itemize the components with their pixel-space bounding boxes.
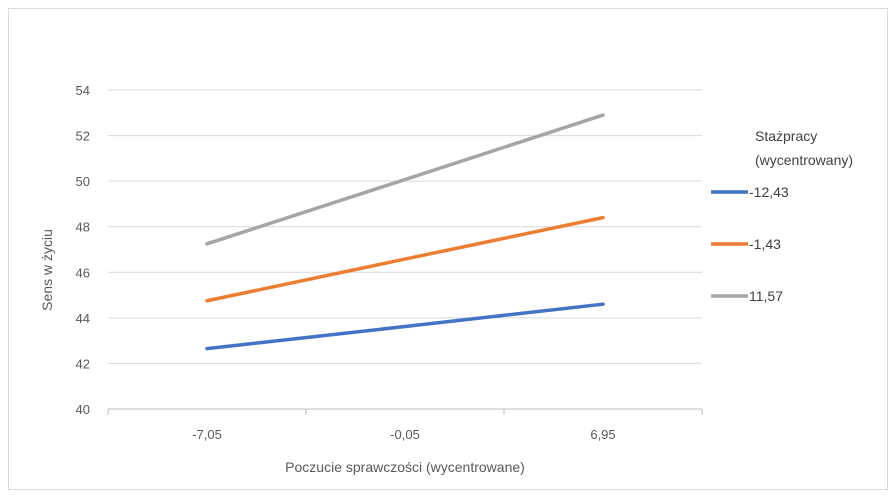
y-tick-label: 52 (76, 129, 90, 144)
y-tick-label: 54 (76, 83, 90, 98)
y-tick-label: 50 (76, 174, 90, 189)
legend-title-line-1: Stażpracy (755, 128, 817, 144)
x-axis (107, 408, 703, 415)
x-tick-label: 6,95 (590, 427, 615, 442)
y-tick-label: 42 (76, 356, 90, 371)
legend-label-3: 11,57 (749, 288, 783, 304)
legend-label-2: -1,43 (749, 236, 781, 252)
gridlines (108, 89, 702, 364)
y-tick-label: 48 (76, 220, 90, 235)
y-tick-label: 40 (76, 402, 90, 417)
x-tick-labels: -7,05 -0,05 6,95 (192, 427, 615, 442)
legend-label-1: -12,43 (749, 184, 789, 200)
y-tick-label: 46 (76, 265, 90, 280)
legend-title-line-2: (wycentrowany) (755, 152, 853, 168)
series-line-3 (205, 113, 605, 246)
y-tick-label: 44 (76, 311, 90, 326)
series-lines (205, 113, 605, 351)
y-tick-labels: 40 42 44 46 48 50 52 54 (76, 83, 90, 417)
x-axis-title: Poczucie sprawczości (wycentrowane) (285, 459, 525, 475)
x-tick-label: -0,05 (390, 427, 420, 442)
series-line-1 (205, 302, 605, 351)
series-line-2 (205, 215, 605, 303)
x-tick-label: -7,05 (192, 427, 222, 442)
legend: Stażpracy (wycentrowany) -12,43 -1,43 11,5… (711, 128, 853, 304)
y-axis-title: Sens w życiu (39, 229, 55, 311)
